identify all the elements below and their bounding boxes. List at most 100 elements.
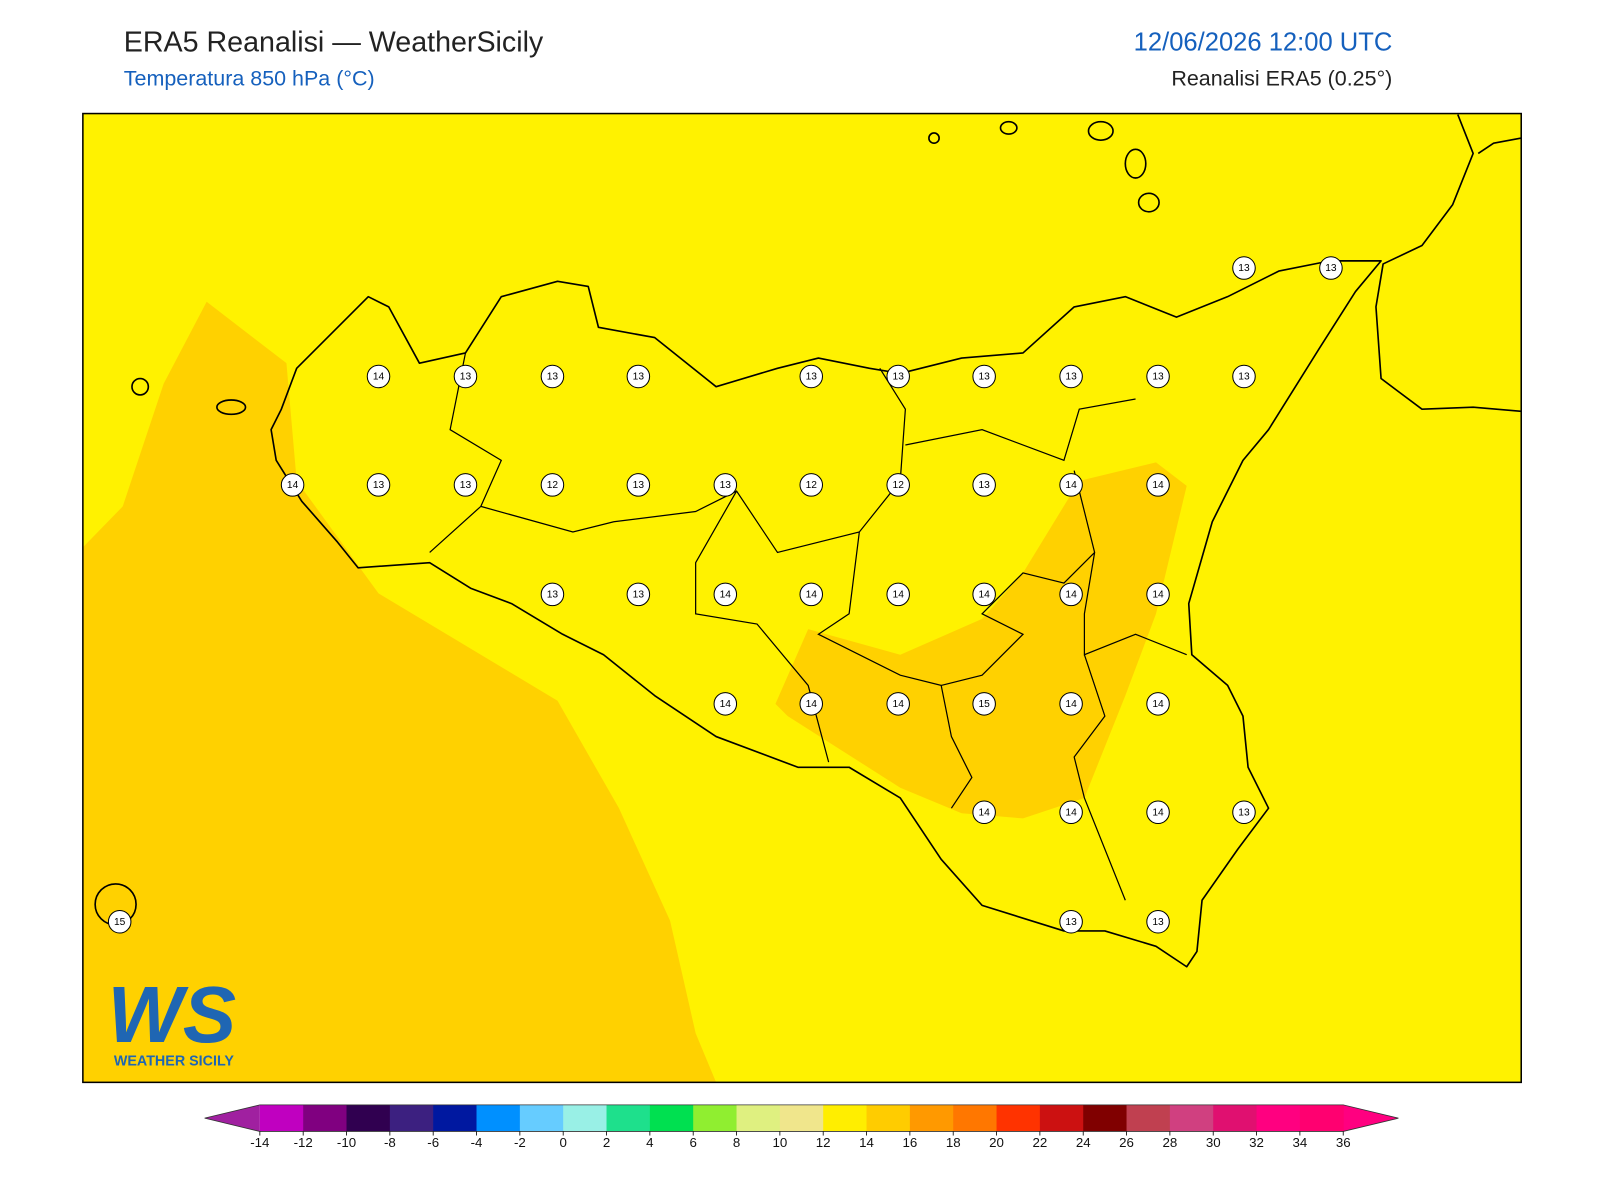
- colorbar-tick-label: 12: [816, 1135, 831, 1150]
- warm-zone: [82, 301, 717, 1083]
- label-circle: [540, 473, 565, 497]
- label-circle: [713, 692, 738, 716]
- label-value: 14: [720, 590, 732, 601]
- colorbar-swatch: [866, 1104, 911, 1132]
- colorbar-swatch: [649, 1104, 694, 1132]
- coastline: [270, 260, 1382, 968]
- station-label: 13: [886, 364, 910, 389]
- label-value: 13: [547, 372, 559, 383]
- station-label: 14: [1146, 473, 1170, 497]
- province-borders: [429, 352, 1187, 901]
- colorbar-swatch: [259, 1104, 304, 1132]
- station-label: 13: [1232, 256, 1256, 280]
- station-label: 13: [626, 473, 651, 497]
- colorbar-tick-label: 22: [1032, 1135, 1047, 1150]
- label-value: 13: [978, 480, 990, 491]
- colorbar-tick-label: 14: [859, 1135, 874, 1150]
- label-value: 13: [633, 590, 645, 601]
- colorbar-tick-label: -8: [384, 1135, 396, 1150]
- station-label: 14: [1059, 473, 1083, 497]
- colorbar-tick-label: 24: [1076, 1135, 1091, 1150]
- label-circle: [1059, 473, 1083, 497]
- label-value: 13: [1238, 372, 1250, 383]
- label-value: 13: [1325, 263, 1337, 274]
- label-value: 13: [806, 372, 818, 383]
- colorbar-tick-label: 0: [559, 1135, 566, 1150]
- label-value: 14: [1152, 699, 1164, 710]
- label-value: 14: [893, 590, 905, 601]
- label-circle: [713, 473, 738, 497]
- colorbar-tick-label: 4: [646, 1135, 653, 1150]
- label-circle: [1146, 909, 1170, 934]
- label-value: 13: [460, 480, 472, 491]
- label-circle: [886, 582, 910, 607]
- station-label: 13: [1059, 909, 1083, 934]
- colorbar-tick-label: -4: [471, 1135, 483, 1150]
- label-circle: [366, 473, 391, 497]
- colorbar-tick-label: 6: [690, 1135, 697, 1150]
- label-value: 13: [1152, 372, 1164, 383]
- label-circle: [886, 692, 910, 716]
- colorbar-tick-label: 32: [1249, 1135, 1264, 1150]
- colorbar-tick-label: 34: [1292, 1135, 1307, 1150]
- label-value: 14: [287, 480, 299, 491]
- station-label: 13: [453, 364, 478, 389]
- colorbar-swatch: [433, 1104, 478, 1132]
- label-value: 13: [1238, 263, 1250, 274]
- station-label: 13: [626, 364, 651, 389]
- label-value: 14: [893, 699, 905, 710]
- station-label: 14: [972, 582, 996, 607]
- label-value: 14: [978, 807, 990, 818]
- label-circle: [799, 364, 824, 389]
- label-value: 14: [1065, 699, 1077, 710]
- label-circle: [626, 473, 651, 497]
- label-value: 14: [806, 590, 818, 601]
- colorbar-tick-label: -14: [250, 1135, 269, 1150]
- label-circle: [280, 473, 305, 497]
- label-value: 13: [1065, 917, 1077, 928]
- label-circle: [799, 692, 824, 716]
- colorbar-swatch: [303, 1104, 348, 1132]
- label-value: 13: [373, 480, 385, 491]
- label-circle: [972, 364, 996, 389]
- colorbar-swatch: [779, 1104, 824, 1132]
- label-circle: [626, 582, 651, 607]
- colorbar-tick-label: -6: [427, 1135, 439, 1150]
- colorbar-swatch: [389, 1104, 434, 1132]
- colorbar-tick-label: 30: [1206, 1135, 1221, 1150]
- colorbar-swatch: [736, 1104, 781, 1132]
- label-circle: [1146, 364, 1170, 389]
- colorbar-swatch: [1083, 1104, 1128, 1132]
- station-label: 13: [1232, 364, 1256, 389]
- label-value: 13: [460, 372, 472, 383]
- colorbar-tick-label: -12: [294, 1135, 313, 1150]
- label-circle: [540, 582, 565, 607]
- station-label: 13: [540, 364, 565, 389]
- station-label: 14: [886, 582, 910, 607]
- label-value: 13: [978, 372, 990, 383]
- station-label: 14: [713, 582, 738, 607]
- label-value: 14: [373, 372, 385, 383]
- coastline: [1375, 114, 1522, 413]
- label-circle: [1146, 582, 1170, 607]
- label-value: 14: [1065, 480, 1077, 491]
- label-value: 15: [978, 699, 990, 710]
- station-label: 13: [972, 473, 996, 497]
- station-label: 14: [799, 582, 824, 607]
- value-labels: 13 13 14 13 13 13 13 13 13 13 13 13 14 13 13 12 13 13 12 12…: [107, 256, 1343, 934]
- colorbar-swatch: [1299, 1104, 1344, 1132]
- colorbar-swatch: [606, 1104, 651, 1132]
- label-value: 14: [978, 590, 990, 601]
- colorbar-swatch: [953, 1104, 998, 1132]
- station-label: 14: [1146, 800, 1170, 825]
- source: Reanalisi ERA5 (0.25°): [1171, 66, 1392, 90]
- colorbar-swatch: [476, 1104, 521, 1132]
- label-value: 13: [1238, 807, 1250, 818]
- label-circle: [972, 800, 996, 825]
- station-label: 13: [626, 582, 651, 607]
- label-value: 13: [1152, 917, 1164, 928]
- colorbar-tick-label: 26: [1119, 1135, 1134, 1150]
- station-label: 15: [107, 909, 132, 934]
